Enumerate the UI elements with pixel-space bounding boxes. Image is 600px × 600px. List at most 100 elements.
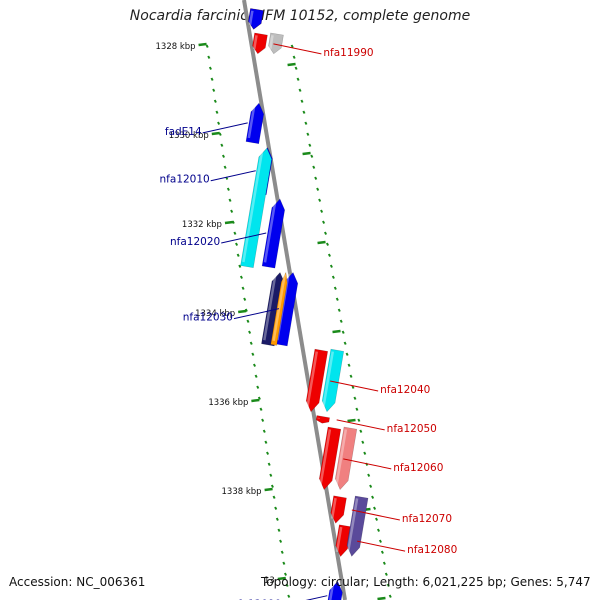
gene-label[interactable]: fadE14 [165, 126, 202, 138]
ruler-dash-right [380, 550, 384, 554]
ruler-dash-left [261, 418, 265, 422]
ruler-dash-right [310, 154, 314, 158]
gene-arrow[interactable] [326, 580, 344, 600]
ruler-major-tick [198, 42, 207, 47]
gene-arrow-shine [263, 200, 277, 263]
gene-label[interactable]: nfa12040 [380, 384, 430, 396]
ruler-dash-right [292, 55, 296, 59]
gene-feature[interactable] [251, 32, 268, 55]
gene-feature[interactable] [329, 495, 347, 524]
gene-label[interactable]: nfa11990 [323, 47, 373, 59]
gene-feature[interactable] [267, 32, 284, 55]
genome-summary: Topology: circular; Length: 6,021,225 bp… [261, 575, 591, 589]
gene-arrow-shine [335, 526, 343, 553]
ruler-dash-left [236, 253, 240, 257]
gene-feature[interactable] [247, 8, 264, 30]
gene-arrow[interactable] [345, 495, 369, 557]
gene-feature[interactable] [245, 102, 265, 144]
ruler-dash-right [298, 88, 302, 92]
ruler-major-tick [377, 596, 386, 600]
gene-arrow-shine [268, 35, 274, 50]
gene-feature[interactable] [345, 495, 369, 557]
gene-arrow-shine [335, 429, 348, 486]
gene-label[interactable]: nfa12080 [407, 544, 457, 556]
ruler-dash-left [208, 66, 212, 70]
ruler-dash-left [223, 165, 227, 169]
gene-label-leader [210, 170, 256, 182]
ruler-dash-right [320, 209, 324, 213]
ruler-dash-left [280, 550, 284, 554]
gene-arrow[interactable] [251, 32, 268, 55]
ruler-major-tick [224, 220, 234, 225]
gene-arrow[interactable] [321, 348, 344, 413]
ruler-dash-left [210, 77, 214, 81]
gene-label[interactable]: nfa12030 [183, 312, 233, 324]
ruler-dash-right [355, 407, 359, 411]
gene-arrow[interactable] [240, 147, 274, 269]
gene-arrow[interactable] [261, 198, 286, 269]
ruler-dash-right [367, 473, 371, 477]
ruler-dash-left [233, 231, 237, 235]
ruler-dash-right [290, 44, 294, 48]
gene-arrow[interactable] [261, 271, 286, 347]
ruler-ticks: 1328 kbp 1330 kbp 1332 kbp 1334 kbp 1336 kbp… [156, 42, 392, 600]
topology-text: Topology: circular [261, 575, 366, 589]
gene-arrow[interactable] [267, 32, 284, 55]
ruler-dash-left [220, 143, 224, 147]
gene-arrow[interactable] [315, 415, 330, 425]
ruler-dash-left [252, 363, 256, 367]
accession-text: Accession: NC_006361 [9, 575, 146, 589]
gene-label-leader [351, 509, 400, 521]
gene-label-leader [343, 458, 392, 470]
gene-features [240, 8, 369, 600]
ruler-tick-label: 1332 kbp [182, 220, 222, 230]
ruler-dash-right [316, 187, 320, 191]
gene-label[interactable]: nfa12090 [231, 599, 281, 600]
ruler-dash-right [378, 539, 382, 543]
ruler-dash-right [376, 528, 380, 532]
gene-arrow[interactable] [329, 495, 347, 524]
ruler-dash-left [272, 495, 276, 499]
gene-feature[interactable] [334, 524, 353, 558]
ruler-dash-right [371, 495, 375, 499]
ruler-dash-right [331, 275, 335, 279]
ruler-tick-label: 1330 kbp [169, 131, 209, 141]
ruler-dash-right [322, 220, 326, 224]
ruler-dash-left [228, 198, 232, 202]
ruler-tick-label: 1336 kbp [208, 398, 248, 408]
gene-feature[interactable] [261, 198, 286, 269]
ruler-dash-right [314, 176, 318, 180]
gene-arrow[interactable] [305, 348, 328, 413]
gene-arrow[interactable] [318, 426, 342, 491]
gene-feature[interactable] [321, 348, 344, 413]
gene-feature[interactable] [315, 415, 330, 425]
gene-arrow-shine [242, 149, 264, 263]
gene-arrow-shine [263, 273, 277, 341]
gene-label[interactable]: nfa12050 [387, 423, 437, 435]
ruler-dash-right [347, 363, 351, 367]
ruler-dash-right [300, 99, 304, 103]
gene-arrow[interactable] [334, 524, 353, 558]
gene-label[interactable]: nfa12020 [170, 236, 220, 248]
ruler-dash-left [283, 572, 287, 576]
gene-arrow[interactable] [247, 8, 264, 30]
ruler-dash-left [226, 187, 230, 191]
ruler-dash-left [259, 407, 263, 411]
gene-arrow[interactable] [245, 102, 265, 144]
ruler-dash-right [304, 121, 308, 125]
gene-arrow-shine [306, 351, 319, 408]
gene-arrow[interactable] [334, 426, 358, 491]
gene-label[interactable]: nfa12060 [393, 462, 443, 474]
gene-label[interactable]: nfa12010 [160, 174, 210, 186]
gene-feature[interactable] [261, 271, 286, 347]
ruler-major-tick [238, 309, 247, 314]
ruler-dash-left [251, 352, 255, 356]
ruler-dash-left [212, 88, 216, 92]
gene-feature[interactable] [240, 147, 274, 269]
gene-feature[interactable] [334, 426, 358, 491]
ruler-dash-right [369, 484, 373, 488]
gene-feature[interactable] [305, 348, 328, 413]
gene-label[interactable]: nfa12070 [402, 513, 452, 525]
gene-feature[interactable] [318, 426, 342, 491]
ruler-dash-right [359, 429, 363, 433]
